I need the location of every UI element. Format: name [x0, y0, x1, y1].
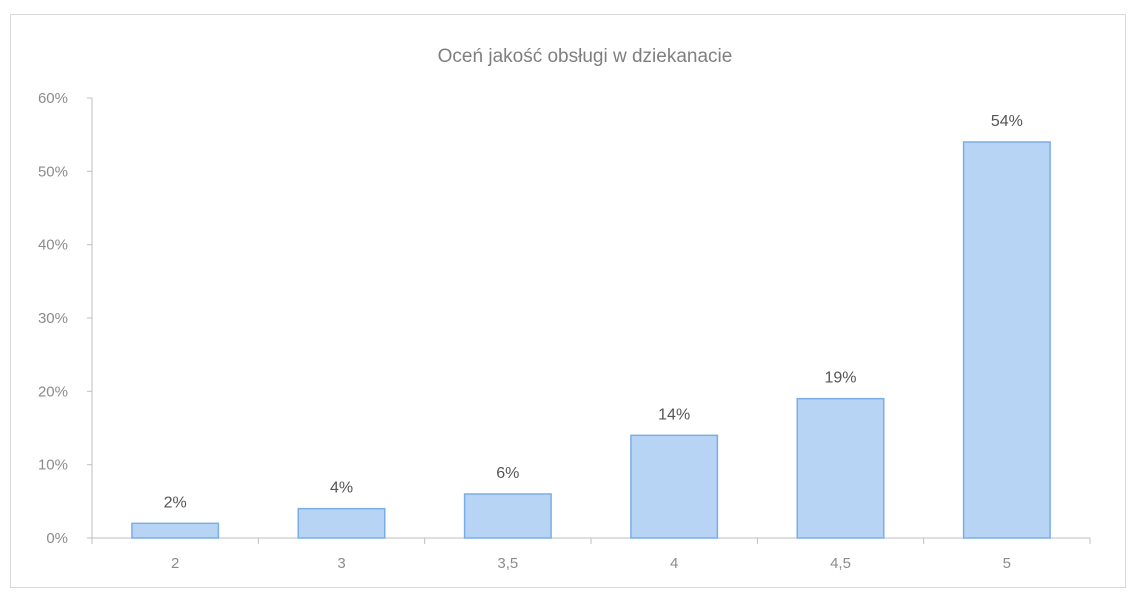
x-tick-label: 5 — [1003, 555, 1011, 572]
chart-frame — [10, 14, 1126, 588]
y-tick-label: 50% — [38, 163, 68, 180]
data-label: 2% — [164, 494, 187, 511]
data-label: 14% — [658, 406, 690, 423]
data-label: 4% — [330, 480, 353, 497]
data-label: 6% — [496, 465, 519, 482]
y-tick-label: 0% — [46, 530, 68, 547]
x-tick-label: 2 — [171, 555, 179, 572]
y-axis: 0% 10% 20% 30% 40% 50% 60% — [38, 90, 93, 547]
data-label: 54% — [991, 113, 1023, 130]
x-axis: 2 3 3,5 4 4,5 5 — [91, 537, 1091, 572]
bar — [131, 522, 220, 539]
bar — [297, 507, 386, 539]
chart-title: Oceń jakość obsługi w dziekanacie — [438, 46, 733, 67]
y-tick-label: 10% — [38, 457, 68, 474]
bar — [962, 141, 1051, 539]
y-tick-label: 40% — [38, 237, 68, 254]
y-tick-label: 30% — [38, 310, 68, 327]
bar — [630, 434, 719, 539]
bar — [796, 397, 885, 539]
x-tick-label: 3,5 — [497, 555, 518, 572]
x-tick-label: 4,5 — [830, 555, 851, 572]
x-tick-label: 4 — [670, 555, 678, 572]
y-tick-label: 60% — [38, 90, 68, 107]
bars-group — [131, 141, 1051, 539]
bar — [463, 493, 552, 539]
data-labels-group: 2% 4% 6% 14% 19% 54% — [164, 113, 1023, 511]
data-label: 19% — [824, 370, 856, 387]
y-tick-label: 20% — [38, 383, 68, 400]
x-tick-label: 3 — [337, 555, 345, 572]
